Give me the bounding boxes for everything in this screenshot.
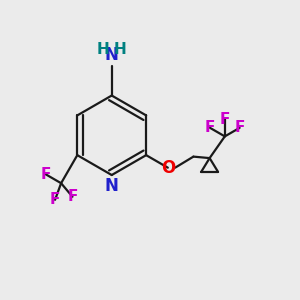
Text: F: F	[205, 120, 215, 135]
Text: F: F	[234, 120, 245, 135]
Text: N: N	[105, 46, 119, 64]
Text: H: H	[114, 42, 126, 57]
Text: F: F	[220, 112, 230, 127]
Text: O: O	[162, 159, 176, 177]
Text: F: F	[40, 167, 51, 182]
Text: F: F	[50, 192, 60, 207]
Text: N: N	[105, 177, 119, 195]
Text: H: H	[97, 42, 110, 57]
Text: F: F	[67, 189, 78, 204]
